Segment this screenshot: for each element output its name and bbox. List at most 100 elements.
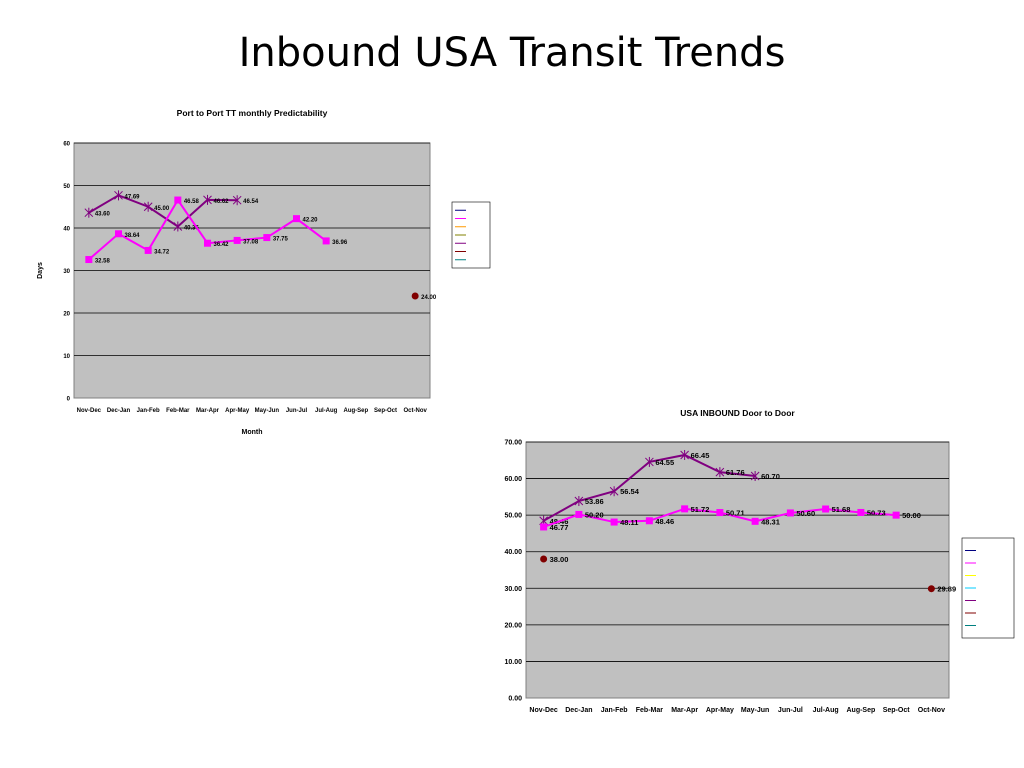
data-point [174, 196, 182, 204]
slide-title: Inbound USA Transit Trends [238, 30, 786, 76]
data-label: 32.58 [95, 259, 111, 265]
data-label: 46.62 [214, 199, 230, 205]
x-tick-label: Dec-Jan [565, 707, 592, 714]
x-tick-label: Jul-Aug [315, 408, 338, 414]
data-point [715, 467, 725, 478]
data-point [115, 230, 122, 238]
data-point [645, 456, 654, 467]
x-tick-label: Aug-Sep [846, 707, 875, 714]
series-0: 48.46 53.86 56.54 64.55 66.45 61.76 60.70 [539, 449, 780, 526]
x-tick-label: Aug-Sep [343, 408, 368, 414]
data-point [233, 236, 241, 244]
y-tick-label: 0 [67, 397, 71, 403]
data-point [232, 195, 242, 206]
data-point [786, 509, 794, 517]
data-point [540, 555, 548, 563]
chart-port-to-port: Port to Port TT monthly Predictability 0 1… [37, 108, 491, 436]
x-tick-label: Apr-May [706, 707, 734, 714]
data-label: 34.72 [154, 249, 170, 255]
series-1: 46.77 50.20 48.11 48.46 51.72 50.71 48.31 50.60… [540, 505, 921, 532]
data-point [680, 449, 689, 460]
data-label: 36.42 [214, 242, 230, 248]
series-0: 43.60 47.69 45.00 40.36 46.62 46.54 [84, 190, 259, 232]
data-label: 46.58 [184, 199, 200, 205]
data-point [751, 517, 759, 525]
y-tick-label: 60 [63, 142, 70, 148]
data-label: 48.46 [655, 517, 674, 526]
data-point [610, 518, 618, 526]
data-label: 37.75 [273, 237, 289, 243]
data-point [822, 505, 830, 513]
x-tick-label: Jan-Feb [137, 408, 160, 414]
data-point [575, 510, 583, 518]
series-2: 38.00 29.89 [540, 555, 956, 594]
x-tick-label: Jul-Aug [813, 707, 839, 714]
data-point [173, 221, 183, 232]
chart-title: USA INBOUND Door to Door [680, 408, 795, 418]
data-label: 51.68 [832, 505, 851, 514]
y-tick-label: 20 [63, 312, 70, 318]
data-label: 36.96 [332, 240, 348, 246]
x-tick-label: Sep-Oct [374, 408, 397, 414]
data-point [645, 517, 653, 525]
data-label: 64.55 [655, 458, 674, 467]
data-label: 53.86 [585, 497, 604, 506]
x-tick-label: Jun-Jul [286, 408, 308, 414]
y-tick-label: 30 [63, 269, 70, 275]
data-label: 42.20 [303, 218, 319, 224]
data-point [716, 509, 724, 517]
y-tick-label: 20.00 [504, 622, 522, 629]
data-point [204, 239, 211, 247]
y-tick-label: 40.00 [504, 549, 522, 556]
chart-door-to-door: USA INBOUND Door to Door 0.00 10.00 20.00 30… [504, 408, 1015, 714]
x-tick-label: Apr-May [225, 408, 250, 414]
data-point [750, 471, 760, 482]
data-label: 50.60 [796, 509, 815, 518]
series-2: 24.00 [411, 292, 437, 301]
data-point [857, 508, 865, 516]
y-tick-label: 60.00 [504, 476, 522, 483]
y-tick-label: 10.00 [504, 659, 522, 666]
data-point [892, 511, 900, 519]
data-point [927, 585, 935, 593]
data-label: 46.77 [550, 523, 569, 532]
y-tick-label: 10 [63, 354, 70, 360]
data-point [84, 207, 94, 218]
data-point [114, 190, 123, 201]
data-point [203, 194, 212, 205]
data-point [293, 215, 300, 223]
data-point [144, 246, 152, 254]
data-point [85, 256, 93, 264]
data-label: 48.31 [761, 517, 780, 526]
x-tick-label: May-Jun [741, 707, 769, 714]
data-label: 40.36 [184, 225, 200, 231]
data-label: 43.60 [95, 212, 111, 218]
data-label: 46.54 [243, 199, 259, 205]
x-tick-label: Sep-Oct [883, 707, 911, 714]
data-label: 50.20 [585, 510, 604, 519]
x-tick-label: Nov-Dec [529, 707, 558, 714]
data-label: 29.89 [937, 585, 956, 594]
chart-title: Port to Port TT monthly Predictability [177, 108, 328, 118]
data-label: 60.70 [761, 472, 780, 481]
x-tick-label: May-Jun [255, 408, 280, 414]
x-axis-label: Month [242, 429, 263, 436]
x-tick-label: Jun-Jul [778, 707, 803, 714]
data-label: 66.45 [691, 451, 710, 460]
data-point [143, 201, 153, 212]
y-axis-label: Days [37, 262, 44, 279]
data-point [322, 237, 330, 245]
series-line [88, 194, 238, 228]
data-point [411, 292, 419, 300]
data-label: 24.00 [421, 295, 437, 301]
data-label: 45.00 [154, 206, 170, 212]
x-tick-label: Feb-Mar [636, 707, 664, 714]
data-point [263, 234, 271, 242]
data-point [681, 505, 689, 513]
x-tick-label: Nov-Dec [77, 408, 102, 414]
y-tick-label: 50.00 [504, 513, 522, 520]
x-tick-label: Dec-Jan [107, 408, 131, 414]
data-label: 61.76 [726, 468, 745, 477]
series-1: 32.58 38.64 34.72 46.58 36.42 37.08 37.75 42.20… [85, 196, 348, 265]
x-tick-label: Mar-Apr [196, 408, 220, 414]
